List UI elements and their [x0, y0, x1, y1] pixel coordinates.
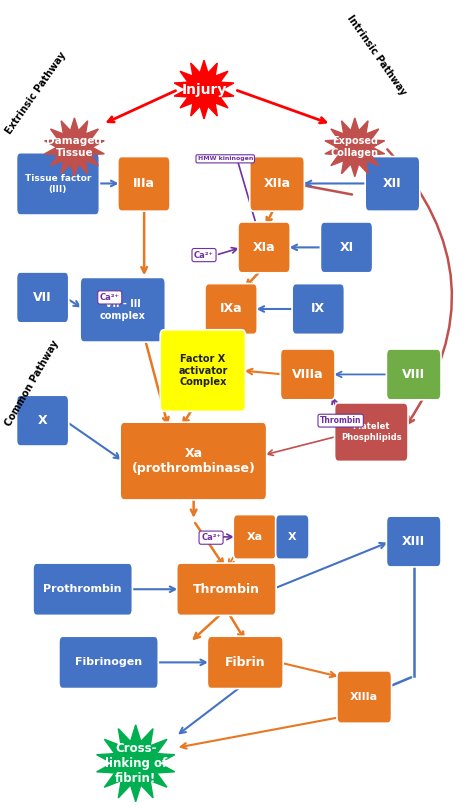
Text: HMW kininogen: HMW kininogen	[198, 157, 253, 161]
Text: XIII: XIII	[402, 535, 425, 548]
Text: Intrinsic Pathway: Intrinsic Pathway	[346, 13, 408, 97]
Polygon shape	[174, 61, 234, 119]
Text: X: X	[38, 414, 47, 427]
Text: Xa
(prothrombinase): Xa (prothrombinase)	[131, 447, 255, 475]
FancyBboxPatch shape	[17, 395, 69, 446]
FancyBboxPatch shape	[250, 157, 304, 211]
FancyBboxPatch shape	[17, 153, 100, 215]
Text: IX: IX	[311, 303, 325, 316]
Polygon shape	[45, 118, 104, 177]
Text: Factor X
activator
Complex: Factor X activator Complex	[178, 354, 228, 387]
Text: Fibrinogen: Fibrinogen	[75, 658, 142, 667]
FancyBboxPatch shape	[280, 349, 335, 399]
Text: Platelet
Phosphlipids: Platelet Phosphlipids	[341, 423, 401, 442]
Text: Tissue factor
(III): Tissue factor (III)	[25, 174, 91, 194]
FancyBboxPatch shape	[386, 516, 441, 567]
FancyBboxPatch shape	[177, 563, 276, 616]
FancyBboxPatch shape	[292, 283, 345, 334]
Text: Ca²⁺: Ca²⁺	[201, 533, 221, 542]
Text: VIIIa: VIIIa	[292, 368, 323, 381]
Text: XII: XII	[383, 178, 402, 190]
Text: Fibrin: Fibrin	[225, 656, 265, 669]
FancyBboxPatch shape	[33, 563, 132, 616]
Text: Damaged
Tissue: Damaged Tissue	[46, 136, 102, 158]
Text: XIa: XIa	[253, 240, 275, 254]
Text: XIIIa: XIIIa	[350, 692, 378, 702]
FancyBboxPatch shape	[17, 272, 69, 323]
FancyBboxPatch shape	[238, 222, 290, 273]
Text: Prothrombin: Prothrombin	[44, 584, 122, 594]
Text: Thrombin: Thrombin	[193, 583, 260, 596]
FancyBboxPatch shape	[207, 636, 283, 688]
Text: Injury: Injury	[182, 82, 227, 97]
Text: Ca²⁺: Ca²⁺	[100, 293, 120, 302]
Text: VII: VII	[33, 291, 52, 304]
Text: IIIa: IIIa	[133, 178, 155, 190]
FancyBboxPatch shape	[205, 283, 257, 334]
FancyBboxPatch shape	[80, 278, 165, 342]
FancyBboxPatch shape	[337, 671, 392, 723]
Text: Extrinsic Pathway: Extrinsic Pathway	[4, 50, 68, 136]
Text: Ca²⁺: Ca²⁺	[194, 251, 214, 260]
Text: IXa: IXa	[220, 303, 242, 316]
FancyBboxPatch shape	[59, 636, 158, 688]
Text: Cross-
linking of
fibrin!: Cross- linking of fibrin!	[105, 742, 167, 784]
FancyBboxPatch shape	[386, 349, 441, 399]
Text: X: X	[288, 532, 297, 541]
FancyBboxPatch shape	[276, 515, 309, 559]
FancyBboxPatch shape	[233, 515, 276, 559]
Text: Common Pathway: Common Pathway	[4, 339, 61, 429]
Text: Xa: Xa	[246, 532, 263, 541]
Text: VIII: VIII	[402, 368, 425, 381]
FancyBboxPatch shape	[120, 422, 267, 500]
FancyBboxPatch shape	[118, 157, 170, 211]
Polygon shape	[325, 118, 385, 177]
FancyBboxPatch shape	[335, 403, 408, 462]
Text: VII - III
complex: VII - III complex	[100, 299, 146, 320]
Polygon shape	[97, 725, 175, 801]
Text: XI: XI	[339, 240, 354, 254]
FancyBboxPatch shape	[365, 157, 420, 211]
FancyBboxPatch shape	[320, 222, 373, 273]
Text: Exposed
Collagen: Exposed Collagen	[331, 136, 379, 158]
FancyBboxPatch shape	[160, 330, 246, 412]
Text: Thrombin: Thrombin	[320, 416, 361, 425]
Text: XIIa: XIIa	[264, 178, 291, 190]
